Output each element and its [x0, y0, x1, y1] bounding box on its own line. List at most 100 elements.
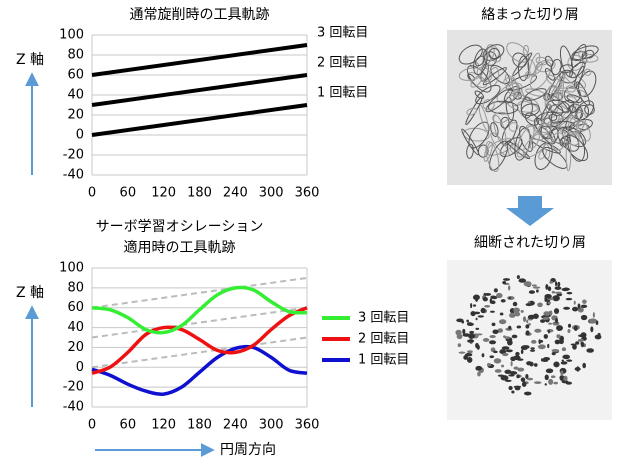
- chip: [557, 282, 560, 287]
- chip: [581, 342, 585, 347]
- chip: [494, 358, 502, 363]
- chip: [568, 324, 571, 328]
- chip: [521, 349, 524, 354]
- chip: [581, 315, 587, 320]
- chip: [483, 297, 488, 301]
- chip: [509, 297, 511, 299]
- chip: [549, 281, 553, 284]
- chip: [552, 291, 555, 294]
- chip: [589, 318, 596, 323]
- chip: [502, 346, 510, 350]
- chip: [476, 299, 479, 301]
- chip: [456, 318, 463, 322]
- chip: [563, 307, 570, 310]
- chip: [490, 295, 496, 298]
- chip: [534, 329, 541, 333]
- chip: [463, 333, 471, 336]
- chip: [467, 350, 473, 353]
- chip: [458, 343, 461, 347]
- chip: [571, 343, 577, 345]
- chip: [561, 361, 568, 364]
- y-tick-label: 80: [67, 280, 84, 295]
- chip: [513, 355, 520, 360]
- chip: [548, 330, 550, 334]
- chip: [517, 326, 522, 329]
- chip: [543, 317, 549, 320]
- chip: [484, 293, 491, 296]
- chip: [467, 322, 472, 325]
- series-line: [92, 75, 307, 105]
- photo-caption: 細断された切り屑: [474, 235, 586, 251]
- x-tick-label: 300: [259, 418, 284, 433]
- chip: [562, 347, 566, 351]
- chip: [494, 288, 498, 292]
- chip: [483, 338, 489, 342]
- chip: [522, 382, 526, 387]
- legend-label: 1 回転目: [358, 353, 409, 368]
- legend-label: 2 回転目: [358, 332, 409, 347]
- chip: [499, 319, 506, 324]
- chart-title: 通常旋削時の工具軌跡: [130, 7, 270, 23]
- chip: [470, 303, 472, 308]
- chip: [567, 292, 573, 294]
- photo: [447, 260, 612, 420]
- chip: [502, 353, 508, 356]
- chip: [574, 301, 576, 305]
- chip: [532, 284, 537, 286]
- chip: [544, 297, 546, 302]
- chip: [548, 301, 551, 304]
- x-tick-label: 180: [187, 418, 212, 433]
- chip: [537, 302, 543, 307]
- chip: [469, 331, 474, 334]
- chip: [578, 303, 581, 309]
- chip: [521, 279, 525, 282]
- chip: [508, 374, 514, 376]
- chip: [531, 340, 536, 344]
- chip: [534, 363, 538, 367]
- chip: [467, 339, 474, 342]
- line-label: 3 回転目: [317, 26, 368, 41]
- chip: [526, 330, 530, 335]
- y-tick-label: -40: [63, 400, 84, 415]
- chip: [505, 336, 510, 339]
- chip: [536, 289, 539, 292]
- y-tick-label: 60: [67, 300, 84, 315]
- chip: [515, 387, 521, 391]
- chip: [530, 347, 534, 349]
- chip: [534, 381, 541, 384]
- chip: [530, 349, 535, 351]
- chip: [548, 323, 552, 325]
- line-label: 1 回転目: [317, 86, 368, 101]
- chip: [521, 377, 526, 382]
- chip: [555, 292, 562, 294]
- series-line: [92, 45, 307, 75]
- line-label: 2 回転目: [317, 56, 368, 71]
- chip: [491, 300, 496, 304]
- y-tick-label: 80: [67, 48, 84, 63]
- chip: [574, 326, 578, 331]
- x-tick-label: 60: [120, 418, 137, 433]
- chip: [513, 302, 518, 307]
- chip: [506, 349, 513, 352]
- chip: [578, 339, 584, 342]
- x-tick-label: 120: [151, 186, 176, 201]
- chip: [489, 355, 494, 358]
- chip: [547, 329, 554, 333]
- x-tick-label: 240: [223, 186, 248, 201]
- chip: [510, 371, 518, 375]
- chip: [465, 353, 472, 357]
- chip: [528, 315, 536, 319]
- y-tick-label: 100: [59, 261, 84, 276]
- chip: [500, 313, 504, 316]
- chip: [477, 372, 481, 377]
- y-tick-label: 0: [76, 360, 84, 375]
- chip: [475, 328, 479, 330]
- chip: [563, 376, 567, 381]
- y-tick-label: 0: [76, 128, 84, 143]
- chip: [543, 311, 550, 316]
- chip: [559, 339, 564, 344]
- chip: [478, 315, 484, 317]
- chip: [527, 378, 533, 381]
- chip: [597, 333, 600, 337]
- chip: [490, 311, 495, 313]
